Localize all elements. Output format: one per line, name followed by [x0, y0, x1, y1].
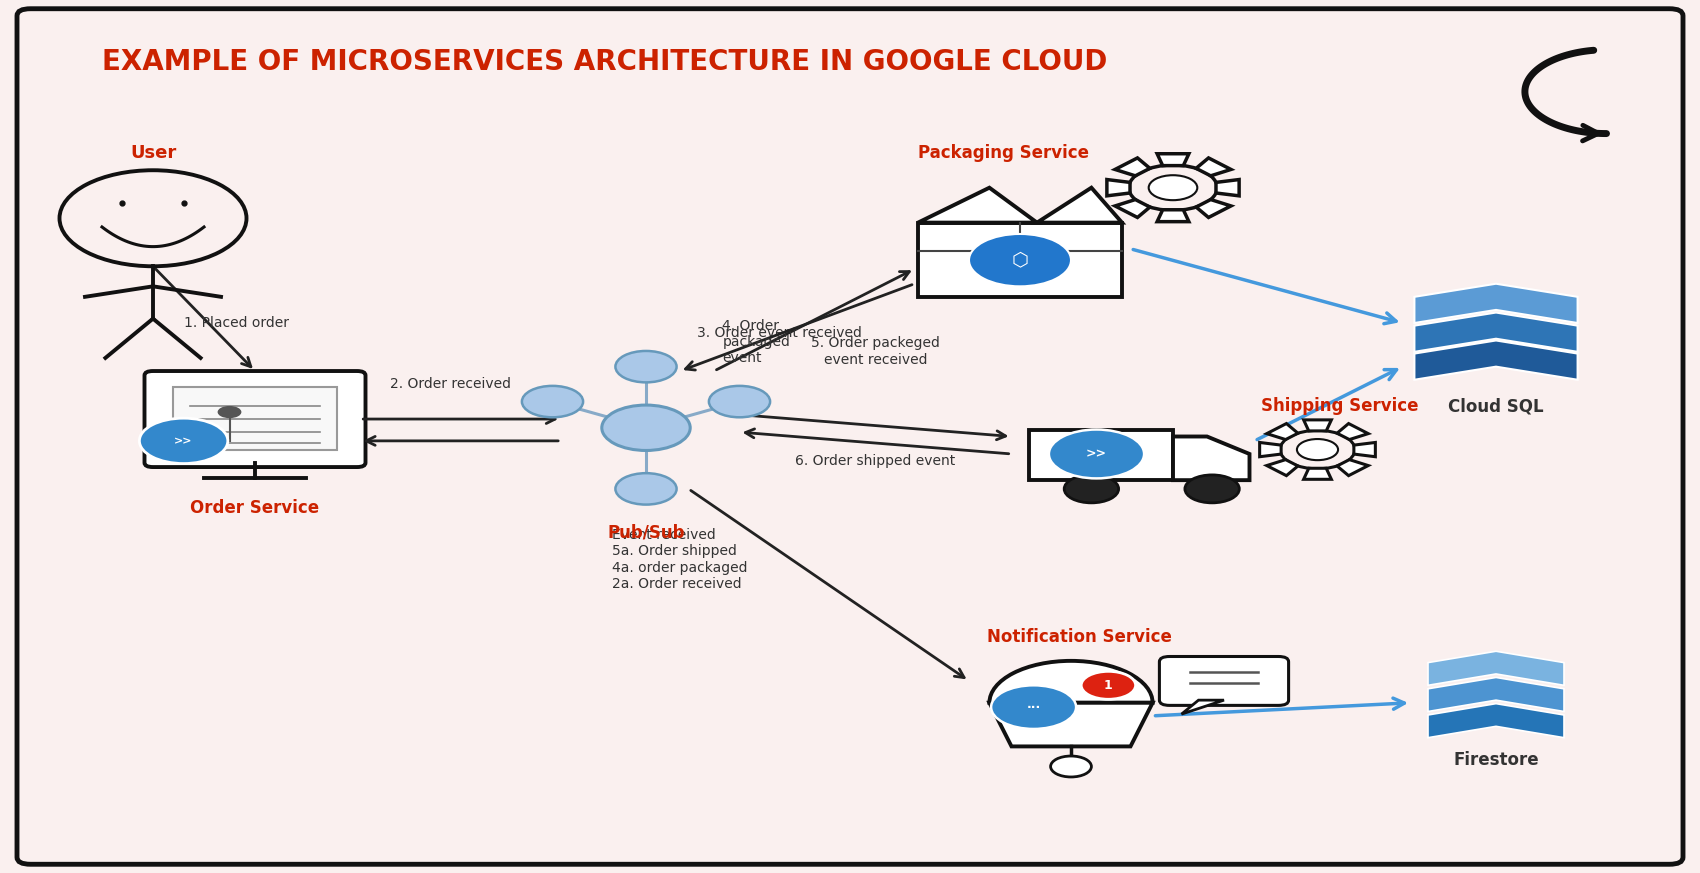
FancyBboxPatch shape — [173, 387, 337, 450]
Text: User: User — [129, 143, 177, 162]
FancyBboxPatch shape — [1159, 656, 1289, 705]
Text: 5. Order packeged
event received: 5. Order packeged event received — [811, 336, 940, 367]
Polygon shape — [1428, 677, 1564, 711]
Text: 2. Order received: 2. Order received — [389, 377, 512, 391]
Circle shape — [1149, 175, 1197, 200]
Circle shape — [1049, 430, 1144, 478]
Text: Event received
5a. Order shipped
4a. order packaged
2a. Order received: Event received 5a. Order shipped 4a. ord… — [612, 528, 748, 591]
Text: 1: 1 — [1103, 679, 1114, 691]
Circle shape — [709, 386, 770, 417]
Polygon shape — [989, 703, 1153, 746]
Polygon shape — [1158, 154, 1188, 166]
Polygon shape — [1182, 700, 1224, 714]
Text: 4. Order
packaged
event: 4. Order packaged event — [722, 319, 790, 365]
Polygon shape — [1414, 284, 1578, 323]
Circle shape — [1064, 475, 1119, 503]
Text: EXAMPLE OF MICROSERVICES ARCHITECTURE IN GOOGLE CLOUD: EXAMPLE OF MICROSERVICES ARCHITECTURE IN… — [102, 48, 1107, 76]
Polygon shape — [1336, 459, 1368, 476]
Circle shape — [1051, 756, 1091, 777]
Text: 3. Order event received: 3. Order event received — [697, 327, 862, 340]
Text: Pub/Sub: Pub/Sub — [607, 524, 685, 542]
Text: Order Service: Order Service — [190, 499, 320, 518]
Circle shape — [218, 406, 241, 418]
Polygon shape — [1197, 158, 1231, 175]
Polygon shape — [1260, 443, 1282, 457]
Polygon shape — [1028, 430, 1173, 480]
Polygon shape — [1304, 468, 1331, 479]
Polygon shape — [1037, 188, 1122, 223]
Polygon shape — [1336, 423, 1368, 440]
Polygon shape — [1173, 436, 1250, 480]
Circle shape — [139, 418, 228, 464]
Text: ⬡: ⬡ — [1012, 251, 1028, 270]
Circle shape — [1185, 475, 1239, 503]
Text: Firestore: Firestore — [1454, 751, 1538, 769]
Text: Shipping Service: Shipping Service — [1261, 396, 1420, 415]
Polygon shape — [1414, 313, 1578, 352]
Circle shape — [969, 234, 1071, 286]
Polygon shape — [1115, 158, 1149, 175]
Text: ···: ··· — [1027, 701, 1040, 713]
Circle shape — [615, 351, 677, 382]
Circle shape — [602, 405, 690, 450]
Polygon shape — [1107, 180, 1130, 196]
Circle shape — [991, 685, 1076, 729]
Polygon shape — [1266, 459, 1299, 476]
Polygon shape — [918, 223, 1122, 297]
Text: >>: >> — [1086, 448, 1107, 460]
Text: >>: >> — [175, 436, 192, 446]
Wedge shape — [989, 661, 1153, 703]
Text: Cloud SQL: Cloud SQL — [1448, 397, 1544, 416]
Circle shape — [615, 473, 677, 505]
Polygon shape — [1428, 651, 1564, 685]
Polygon shape — [1115, 200, 1149, 217]
Polygon shape — [1428, 704, 1564, 738]
Polygon shape — [1414, 340, 1578, 380]
Polygon shape — [1216, 180, 1239, 196]
FancyBboxPatch shape — [17, 9, 1683, 864]
Polygon shape — [1304, 420, 1331, 431]
Text: Packaging Service: Packaging Service — [918, 143, 1088, 162]
Text: 6. Order shipped event: 6. Order shipped event — [796, 454, 955, 468]
Circle shape — [1297, 439, 1338, 460]
Polygon shape — [1158, 210, 1188, 222]
Text: 1. Placed order: 1. Placed order — [184, 316, 289, 330]
FancyBboxPatch shape — [144, 371, 366, 467]
Polygon shape — [1266, 423, 1299, 440]
Polygon shape — [918, 188, 1037, 223]
Circle shape — [522, 386, 583, 417]
Polygon shape — [1197, 200, 1231, 217]
Text: Notification Service: Notification Service — [988, 628, 1171, 646]
Circle shape — [1081, 671, 1136, 699]
Polygon shape — [1353, 443, 1375, 457]
